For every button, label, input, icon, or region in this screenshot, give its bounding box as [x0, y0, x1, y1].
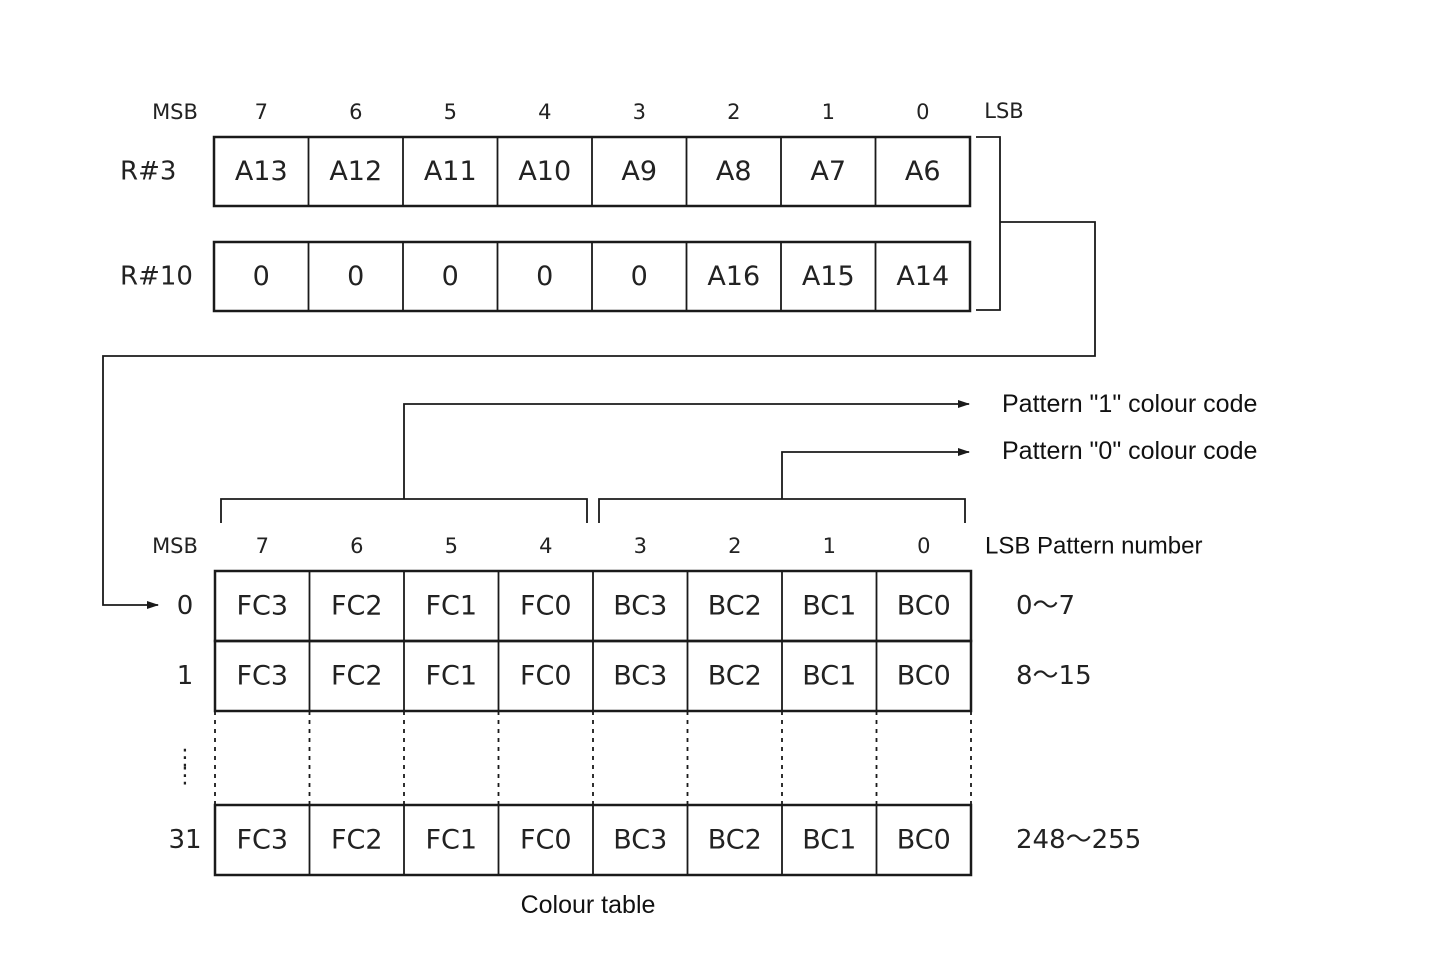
table-cell: FC3 [236, 661, 288, 692]
table-bit-number: 5 [445, 534, 458, 558]
pattern1-arrow [403, 400, 970, 499]
table-rows: 0 FC3 FC2 FC1 FC0 BC3 BC2 BC1 BC0 0～7 1 FC3 FC2 FC1 FC… [168, 569, 1141, 877]
register-bit-numbers: 7 6 5 4 3 2 1 0 [255, 100, 930, 124]
table-cell: FC0 [520, 591, 572, 622]
register-cell: A10 [518, 156, 571, 187]
pattern1-label: Pattern "1" colour code [1002, 390, 1257, 418]
table-lsb-label: LSB Pattern number [985, 533, 1202, 560]
register-row: R#10 0 0 0 0 0 A16 A15 A14 [120, 240, 972, 313]
register-cell: 0 [347, 261, 364, 292]
table-cell: FC0 [520, 661, 572, 692]
table-cell: FC1 [425, 661, 477, 692]
table-cell: BC0 [897, 661, 951, 692]
register-row: R#3 A13 A12 A11 A10 A9 A8 A7 A6 [120, 135, 972, 208]
table-cell: BC0 [897, 591, 951, 622]
table-bit-number: 6 [350, 534, 363, 558]
table-cell: FC2 [331, 661, 383, 692]
table-omitted-rows [214, 711, 972, 805]
pattern0-label: Pattern "0" colour code [1002, 437, 1257, 465]
bc-bracket [598, 498, 966, 523]
table-bit-numbers: 7 6 5 4 3 2 1 0 [256, 534, 931, 558]
table-row-index: 31 [168, 825, 201, 855]
register-bit-number: 3 [633, 100, 646, 124]
table-msb-label: MSB [152, 534, 198, 558]
table-cell: BC1 [802, 661, 856, 692]
register-cell: A15 [802, 261, 855, 292]
register-cell: A7 [810, 156, 846, 187]
colour-code-arrows: Pattern "1" colour code Pattern "0" colo… [220, 390, 1257, 523]
table-bit-number: 2 [728, 534, 741, 558]
table-cell: FC1 [425, 591, 477, 622]
table-bit-number: 1 [823, 534, 836, 558]
pattern0-arrow [781, 448, 970, 499]
table-cell: FC3 [236, 825, 288, 856]
register-bit-number: 6 [349, 100, 362, 124]
register-cell: 0 [631, 261, 648, 292]
register-msb-label: MSB [152, 100, 198, 124]
register-cell: A8 [716, 156, 752, 187]
register-name: R#10 [120, 262, 193, 292]
register-cell: 0 [536, 261, 553, 292]
table-bit-number: 3 [634, 534, 647, 558]
address-connector-arrow [102, 221, 1096, 609]
register-bit-number: 5 [444, 100, 457, 124]
register-rows: R#3 A13 A12 A11 A10 A9 A8 A7 A6 R#10 0 0 0 0 0 A16 A15 A1… [120, 135, 972, 313]
pattern-number-range: 0～7 [1016, 591, 1075, 621]
table-cell: BC2 [708, 661, 762, 692]
register-cell: 0 [253, 261, 270, 292]
register-cell: A12 [329, 156, 382, 187]
pattern-number-range: 248～255 [1016, 825, 1141, 855]
fc-bracket [220, 498, 588, 523]
register-cell: A11 [424, 156, 477, 187]
table-cell: BC2 [708, 825, 762, 856]
register-lsb-label: LSB [984, 99, 1023, 123]
colour-table-caption: Colour table [521, 891, 656, 919]
register-cell: A9 [621, 156, 657, 187]
register-cell: A16 [707, 261, 760, 292]
register-name: R#3 [120, 157, 176, 187]
register-cell: A14 [896, 261, 949, 292]
table-cell: FC2 [331, 591, 383, 622]
table-bit-number: 4 [539, 534, 552, 558]
table-cell: FC0 [520, 825, 572, 856]
register-cell: A13 [235, 156, 288, 187]
table-cell: FC2 [331, 825, 383, 856]
table-row: 1 FC3 FC2 FC1 FC0 BC3 BC2 BC1 BC0 8～15 [177, 639, 1092, 713]
table-cell: BC2 [708, 591, 762, 622]
table-cell: BC0 [897, 825, 951, 856]
table-row: 31 FC3 FC2 FC1 FC0 BC3 BC2 BC1 BC0 248～255 [168, 803, 1141, 877]
table-row-index: 1 [177, 661, 194, 691]
colour-table: MSB LSB Pattern number 7 6 5 4 3 2 1 0 0 FC3 FC2 F… [152, 533, 1202, 920]
register-bit-number: 4 [538, 100, 551, 124]
table-bit-number: 7 [256, 534, 269, 558]
table-cell: FC3 [236, 591, 288, 622]
register-bracket [976, 136, 1001, 311]
register-bit-number: 0 [916, 100, 929, 124]
table-cell: BC3 [613, 591, 667, 622]
table-cell: BC3 [613, 661, 667, 692]
register-bit-number: 2 [727, 100, 740, 124]
register-bit-number: 7 [255, 100, 268, 124]
table-cell: FC1 [425, 825, 477, 856]
table-cell: BC1 [802, 591, 856, 622]
register-cell: A6 [905, 156, 941, 187]
register-block: MSB LSB 7 6 5 4 3 2 1 0 R#3 A13 A12 A11 A10 A9 A8 A7 A6… [102, 99, 1096, 609]
table-cell: BC1 [802, 825, 856, 856]
table-row: 0 FC3 FC2 FC1 FC0 BC3 BC2 BC1 BC0 0～7 [177, 569, 1075, 643]
register-bit-number: 1 [822, 100, 835, 124]
table-bit-number: 0 [917, 534, 930, 558]
omitted-rows-ellipsis: ⋮ [174, 746, 196, 771]
pattern-number-range: 8～15 [1016, 661, 1092, 691]
omitted-rows-ellipsis-lower: ⋮ [174, 764, 196, 789]
table-row-index: 0 [177, 591, 194, 621]
register-cell: 0 [442, 261, 459, 292]
table-cell: BC3 [613, 825, 667, 856]
